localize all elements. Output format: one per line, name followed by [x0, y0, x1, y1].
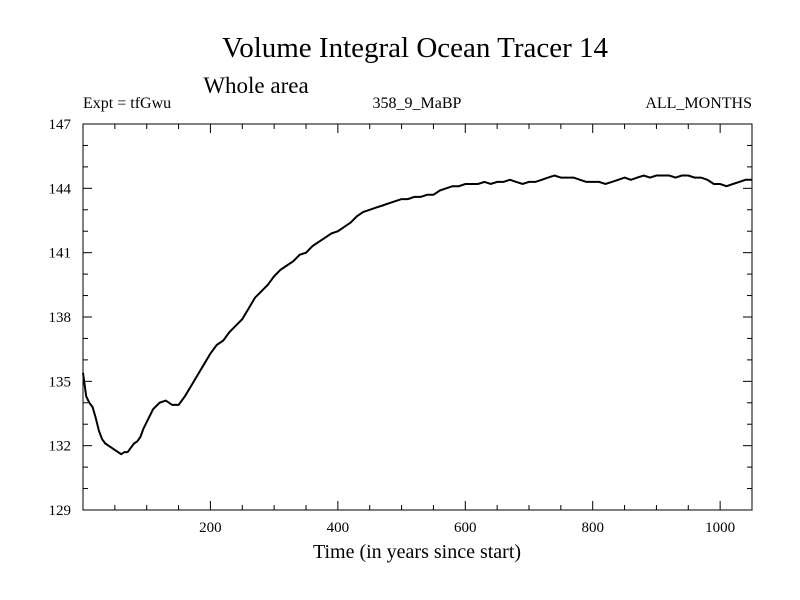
series-line	[82, 174, 752, 456]
y-tick-label: 132	[49, 439, 72, 455]
y-tick-label: 129	[49, 503, 72, 519]
x-tick-label: 800	[581, 520, 604, 536]
plot-frame	[82, 123, 753, 511]
x-tick-label: 200	[199, 520, 222, 536]
chart-title: Volume Integral Ocean Tracer 14	[222, 32, 609, 64]
y-tick-label: 141	[49, 246, 72, 262]
x-tick-label: 1000	[705, 520, 735, 536]
x-axis-label: Time (in years since start)	[313, 541, 521, 563]
chart-subtitle: Whole area	[203, 73, 308, 98]
y-axis-ticks: 129 132 135 138 141 144 147	[49, 117, 752, 519]
x-axis-ticks: 200 400 600 800 1000	[114, 124, 735, 536]
expt-label: Expt = tfGwu	[83, 95, 171, 112]
y-tick-label: 144	[49, 181, 72, 197]
x-tick-label: 600	[454, 520, 477, 536]
x-tick-label: 400	[327, 520, 350, 536]
y-tick-label: 135	[49, 374, 72, 390]
period-label: 358_9_MaBP	[373, 95, 462, 112]
months-label: ALL_MONTHS	[645, 95, 752, 112]
y-tick-label: 147	[49, 117, 72, 133]
y-tick-label: 138	[49, 310, 72, 326]
